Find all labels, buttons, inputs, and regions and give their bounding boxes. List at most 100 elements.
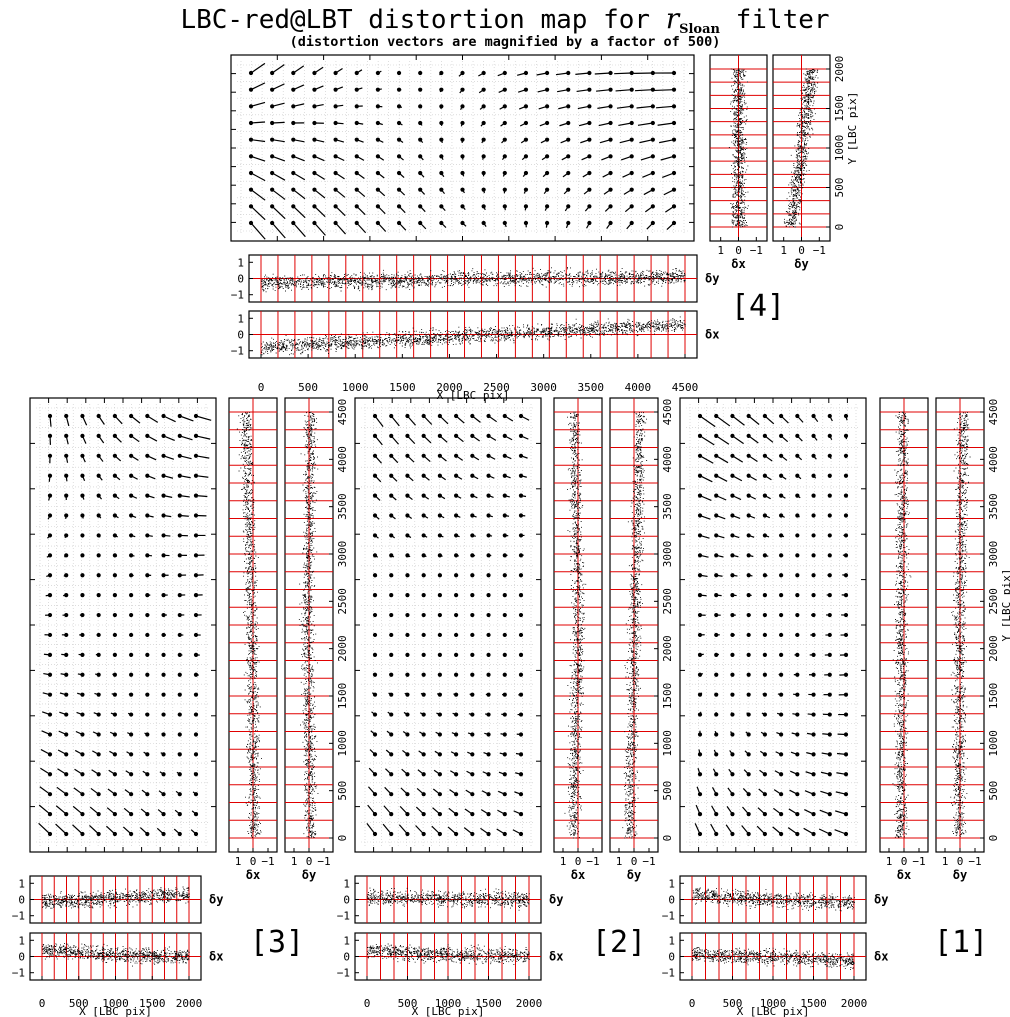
y-tick-label: 0 <box>833 224 846 231</box>
vector-anchor-point <box>827 453 832 458</box>
vector-anchor-point <box>481 220 486 226</box>
distortion-vectors <box>248 62 677 240</box>
y-tick-label: 2500 <box>661 588 674 615</box>
vector-anchor-point <box>779 752 784 757</box>
side-red-grid <box>554 398 602 852</box>
distortion-vectors <box>694 413 849 837</box>
vector-anchor-point <box>437 473 442 478</box>
vector-anchor-point <box>502 831 507 837</box>
vector-anchor-point <box>795 612 800 618</box>
vector-anchor-point <box>697 433 703 439</box>
vector-anchor-point <box>129 811 134 817</box>
vector-anchor-point <box>389 792 394 797</box>
distortion-vector <box>699 475 713 483</box>
vector-anchor-point <box>650 104 655 109</box>
vector-anchor-point <box>405 652 410 657</box>
side-axis-name: δx <box>571 868 585 882</box>
distortion-vector <box>195 455 210 459</box>
vector-anchor-point <box>470 473 475 478</box>
vector-anchor-point <box>96 752 101 757</box>
vector-anchor-point <box>779 533 784 538</box>
vector-anchor-point <box>129 831 134 837</box>
vector-anchor-point <box>608 154 613 159</box>
vector-anchor-point <box>827 473 832 478</box>
vector-anchor-point <box>566 87 571 92</box>
vector-anchor-point <box>177 772 182 777</box>
vector-anchor-point <box>161 752 166 757</box>
vector-anchor-point <box>389 752 394 757</box>
y-tick-label: 2500 <box>336 588 349 615</box>
x-tick-labels: 0 500 1000 1500 2000 <box>364 976 542 1010</box>
vector-anchor-point <box>418 204 423 209</box>
vector-anchor-point <box>161 593 166 598</box>
vector-anchor-point <box>193 433 199 439</box>
vector-anchor-point <box>697 752 703 757</box>
vector-anchor-point <box>671 220 677 226</box>
vector-anchor-point <box>177 652 182 657</box>
vector-anchor-point <box>460 120 465 126</box>
vector-anchor-point <box>502 573 507 578</box>
vector-anchor-point <box>291 187 296 192</box>
vector-anchor-point <box>486 413 491 419</box>
vector-anchor-point <box>779 593 784 598</box>
vector-anchor-point <box>405 533 410 538</box>
residual-tick-label: 1 <box>668 877 675 890</box>
vector-anchor-point <box>437 831 442 837</box>
vector-anchor-point <box>193 453 199 458</box>
axis-ticks <box>680 398 866 852</box>
vector-anchor-point <box>129 672 134 677</box>
distortion-vector <box>271 222 286 239</box>
vector-anchor-point <box>779 493 784 498</box>
vector-anchor-point <box>80 553 85 558</box>
vector-anchor-point <box>80 772 85 777</box>
vector-anchor-point <box>454 493 459 498</box>
side-red-grid <box>880 398 928 852</box>
vector-anchor-point <box>64 473 69 478</box>
vector-anchor-point <box>161 632 166 638</box>
vector-anchor-point <box>333 220 338 226</box>
vector-anchor-point <box>746 712 751 717</box>
vector-anchor-point <box>730 792 735 797</box>
vector-anchor-point <box>64 831 69 837</box>
residual-points <box>42 943 190 967</box>
axis-ticks <box>231 55 694 241</box>
distortion-vector <box>292 205 306 219</box>
side-tick-labels: 1 0 −1 <box>942 848 982 868</box>
residual-tick-label: 0 <box>18 894 25 907</box>
vector-anchor-point <box>779 732 784 737</box>
distortion-vector <box>576 89 590 93</box>
vector-anchor-point <box>811 573 816 578</box>
vector-anchor-point <box>587 220 592 226</box>
vector-anchor-point <box>439 137 444 142</box>
vector-anchor-point <box>333 104 338 109</box>
vector-anchor-point <box>112 692 117 697</box>
distortion-vector <box>654 89 675 92</box>
vector-anchor-point <box>454 772 459 777</box>
vector-anchor-point <box>671 170 677 176</box>
vector-anchor-point <box>375 87 380 92</box>
side-axis-name: δx <box>897 868 911 882</box>
vector-anchor-point <box>80 453 85 458</box>
vector-anchor-point <box>354 137 359 142</box>
y-tick-label: 3000 <box>661 541 674 568</box>
vector-anchor-point <box>248 187 254 192</box>
residual-points <box>692 887 855 912</box>
vector-anchor-point <box>470 533 475 538</box>
distortion-vector <box>715 415 731 427</box>
vector-anchor-point <box>518 732 524 737</box>
vector-anchor-point <box>96 732 101 737</box>
vector-anchor-point <box>64 632 69 638</box>
vector-anchor-point <box>762 553 767 558</box>
vector-anchor-point <box>827 632 832 638</box>
vector-anchor-point <box>762 792 767 797</box>
vector-anchor-point <box>80 533 85 538</box>
vector-anchor-point <box>502 120 507 126</box>
vector-anchor-point <box>193 473 199 478</box>
vector-anchor-point <box>161 692 166 697</box>
distortion-vector <box>575 72 590 75</box>
side-scatter <box>622 411 648 839</box>
vector-anchor-point <box>795 652 800 657</box>
distortion-vector <box>250 172 266 182</box>
vector-anchor-point <box>746 672 751 677</box>
vector-anchor-point <box>843 593 849 598</box>
